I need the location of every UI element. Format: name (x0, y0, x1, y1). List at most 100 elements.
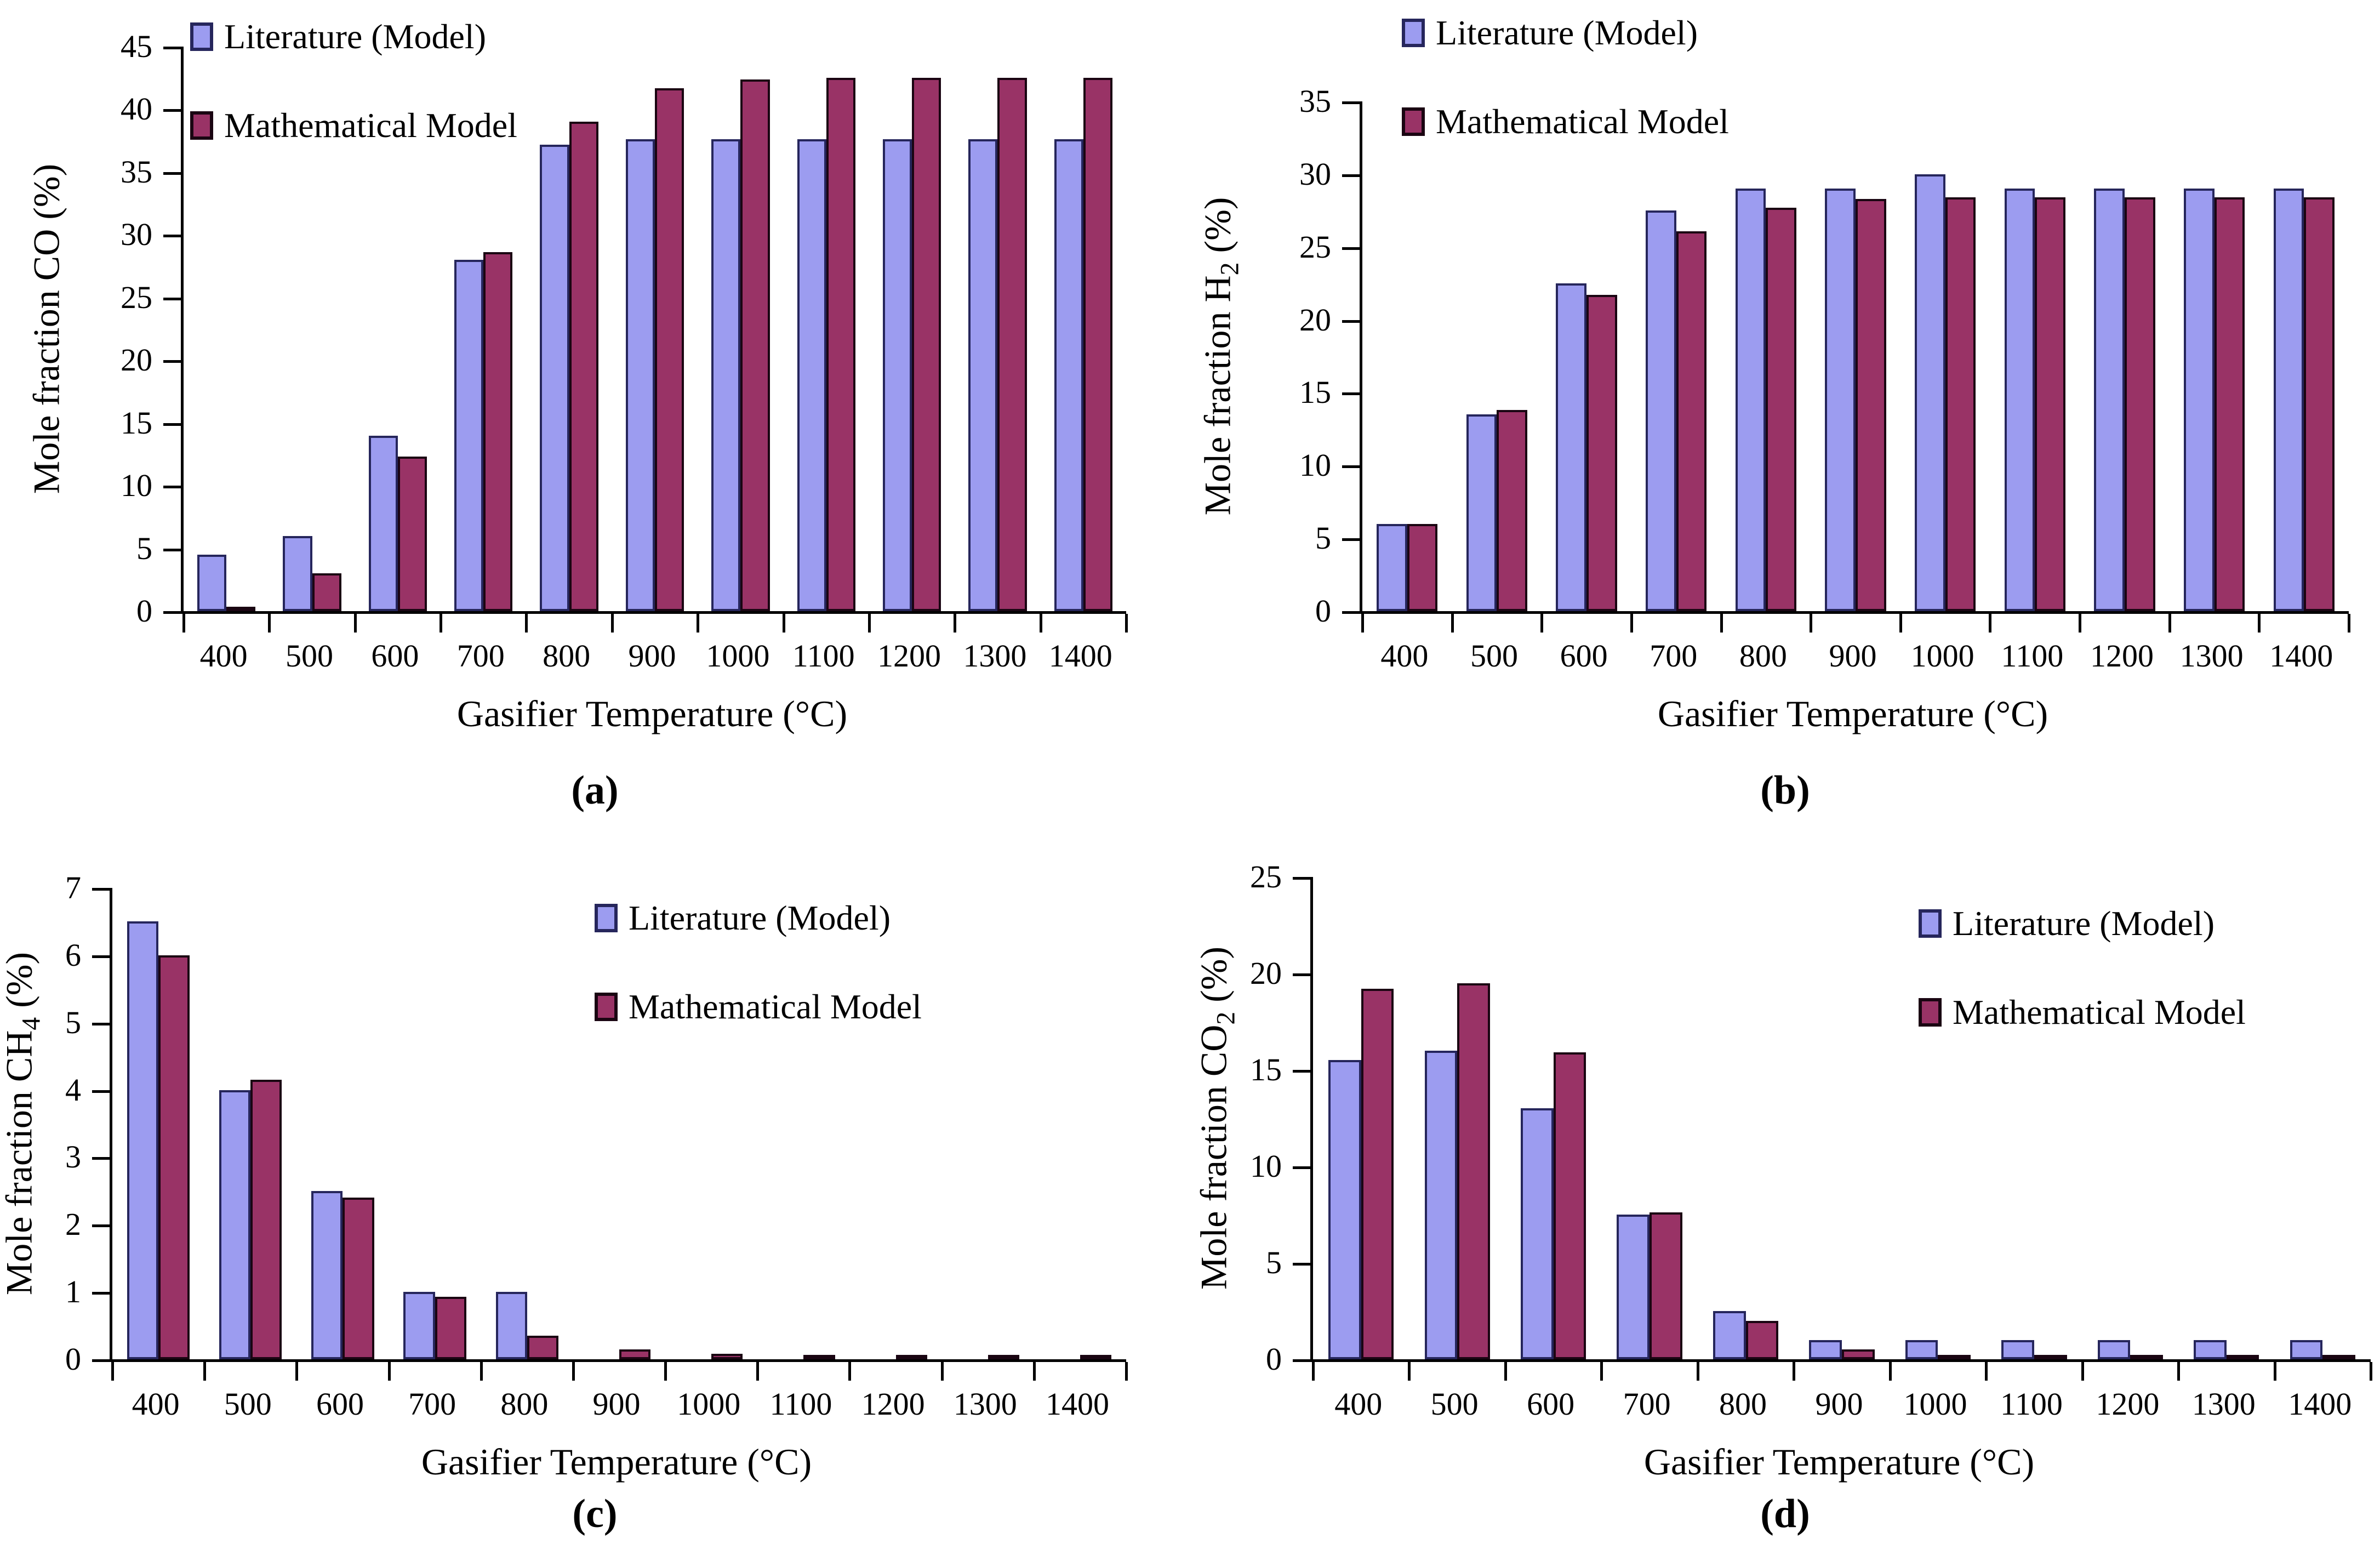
y-tick-mark (163, 611, 181, 614)
mathematical-bar-1100 (826, 78, 855, 611)
x-tick-label: 1100 (792, 638, 855, 674)
x-tick-mark (2273, 1362, 2276, 1381)
mathematical-bar-400 (1407, 523, 1438, 611)
chart-panel-co2: Mole fraction CO2 (%) Literature (Model) M… (1190, 855, 2380, 1567)
y-tick-label: 40 (121, 91, 152, 127)
panel-caption: (d) (1760, 1491, 1810, 1536)
mathematical-bar-1300 (2214, 197, 2245, 611)
mathematical-bar-1100 (2034, 1355, 2067, 1359)
mathematical-bar-1200 (895, 1355, 927, 1359)
mathematical-bar-1000 (1945, 197, 1976, 611)
x-tick-mark (295, 1362, 299, 1381)
legend: Literature (Model) Mathematical Model (190, 16, 517, 146)
y-tick-label: 1 (65, 1274, 81, 1310)
y-tick-label: 0 (136, 593, 152, 629)
y-tick-mark (163, 360, 181, 363)
mathematical-bar-600 (343, 1198, 374, 1359)
x-axis-title: Gasifier Temperature (°C) (421, 1441, 812, 1483)
x-tick-label: 700 (1650, 638, 1698, 674)
y-tick-label: 7 (65, 870, 81, 905)
x-tick-label: 800 (1739, 638, 1787, 674)
x-tick-mark (572, 1362, 575, 1381)
y-tick-label: 30 (121, 216, 152, 253)
y-tick-label: 10 (121, 468, 152, 504)
x-tick-mark (1125, 1362, 1128, 1381)
legend-label: Mathematical Model (1953, 993, 2246, 1032)
x-tick-label: 1200 (877, 638, 941, 674)
x-tick-label: 900 (1815, 1386, 1863, 1422)
mathematical-swatch-icon (1919, 998, 1942, 1027)
literature-bar-900 (1809, 1340, 1842, 1359)
literature-bar-1400 (2273, 189, 2304, 611)
literature-bar-400 (1377, 523, 1407, 611)
x-tick-mark (2081, 1362, 2084, 1381)
x-tick-labels: 400 500 600 700 800 900 1000 1100 1200 1300 1400 (181, 637, 1123, 674)
x-tick-label: 400 (1380, 638, 1429, 674)
x-tick-mark (2177, 1362, 2181, 1381)
y-tick-mark (163, 548, 181, 551)
literature-bar-600 (311, 1190, 343, 1359)
literature-swatch-icon (595, 904, 618, 932)
x-tick-mark (782, 614, 785, 633)
x-tick-mark (1985, 1362, 1988, 1381)
literature-bar-400 (127, 921, 159, 1359)
x-tick-mark (387, 1362, 391, 1381)
y-tick-mark (1293, 1359, 1310, 1362)
y-tick-label: 25 (1250, 859, 1282, 894)
x-tick-label: 1400 (1048, 638, 1112, 674)
y-tick-label: 3 (65, 1139, 81, 1175)
chart-panel-ch4: Mole fraction CH4 (%) Literature (Model) M… (0, 855, 1190, 1567)
mathematical-bar-1400 (2304, 197, 2335, 611)
x-tick-label: 700 (408, 1386, 456, 1422)
plot-area: Literature (Model) Mathematical Model (163, 17, 1128, 633)
x-tick-mark (353, 614, 357, 633)
x-tick-mark (697, 614, 700, 633)
literature-bar-600 (1520, 1108, 1554, 1359)
y-tick-label: 15 (1250, 1052, 1282, 1087)
mathematical-bar-500 (312, 573, 341, 611)
x-tick-mark (1032, 1362, 1036, 1381)
mathematical-bar-400 (1361, 989, 1394, 1359)
literature-bar-1400 (1054, 139, 1083, 611)
x-tick-mark (1125, 614, 1128, 633)
y-tick-mark (1293, 973, 1310, 976)
x-tick-mark (268, 614, 271, 633)
literature-bar-800 (495, 1292, 527, 1359)
x-tick-mark (1888, 1362, 1892, 1381)
y-tick-label: 2 (65, 1206, 81, 1243)
legend-item-math: Mathematical Model (1402, 101, 1729, 142)
x-tick-mark (1312, 1362, 1315, 1381)
literature-bar-500 (1424, 1050, 1458, 1359)
x-tick-label: 400 (132, 1386, 180, 1422)
x-tick-label: 1100 (769, 1386, 832, 1422)
y-tick-mark (163, 297, 181, 300)
y-tick-label: 10 (1250, 1148, 1282, 1184)
y-axis-title: Mole fraction CO (%) (25, 163, 67, 494)
y-tick-label: 6 (65, 937, 81, 973)
mathematical-bar-600 (397, 457, 427, 611)
chart-panel-co: Mole fraction CO (%) Literature (Model) Ma… (0, 0, 1190, 855)
plot-area: Literature (Model) Mathematical Model (1342, 13, 2350, 633)
literature-bar-1300 (2183, 189, 2215, 611)
mathematical-bar-1100 (803, 1355, 835, 1359)
y-tick-mark (1293, 1070, 1310, 1073)
panel-caption: (a) (571, 768, 619, 813)
mathematical-bar-900 (619, 1349, 651, 1359)
legend-item-lit: Literature (Model) (1919, 903, 2246, 944)
x-tick-label: 800 (1719, 1386, 1767, 1422)
x-tick-label: 900 (628, 638, 676, 674)
y-tick-mark (1342, 320, 1360, 323)
mathematical-bar-400 (158, 955, 190, 1359)
legend-label: Literature (Model) (1953, 904, 2215, 943)
x-tick-label: 1300 (963, 638, 1027, 674)
panel-caption: (c) (572, 1491, 618, 1536)
y-tick-mark (1342, 538, 1360, 542)
mathematical-bar-1200 (912, 78, 941, 611)
x-tick-mark (2348, 614, 2350, 633)
x-tick-label: 500 (1430, 1386, 1479, 1422)
literature-bar-1100 (2001, 1340, 2034, 1359)
x-tick-mark (1793, 1362, 1796, 1381)
x-tick-mark (182, 614, 185, 633)
legend: Literature (Model) Mathematical Model (1919, 903, 2246, 1033)
x-tick-label: 1200 (2096, 1386, 2160, 1422)
